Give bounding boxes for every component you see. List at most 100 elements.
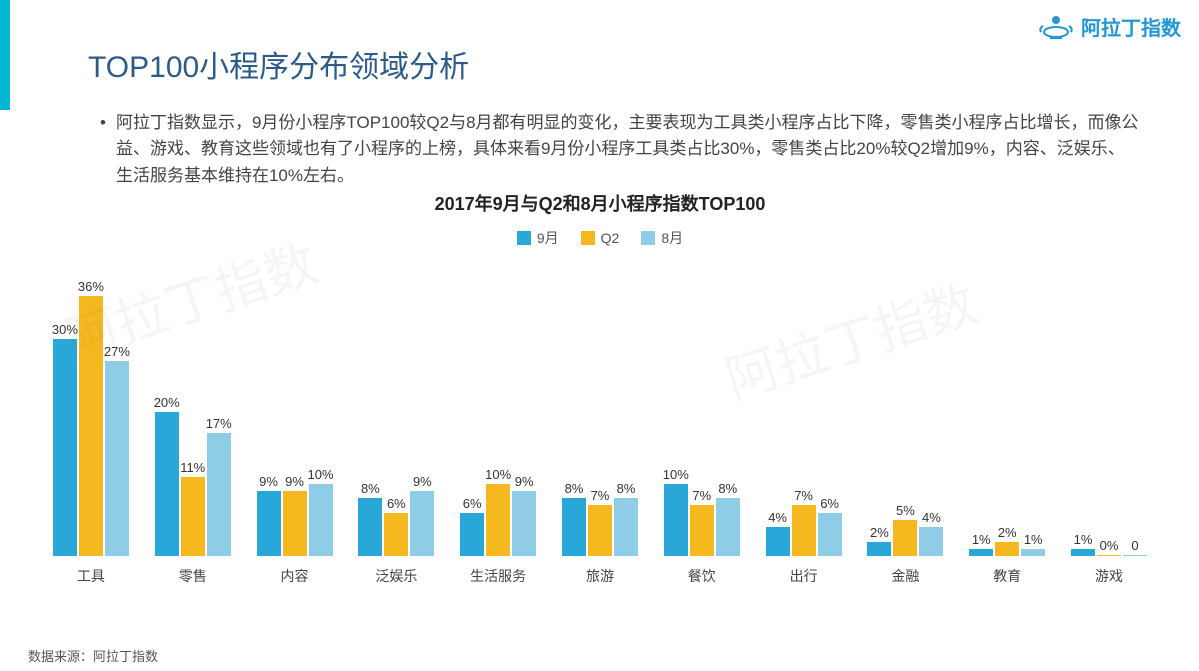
chart-bar: 17% <box>207 433 231 556</box>
legend-swatch <box>517 231 531 245</box>
chart-bars: 6%10%9% <box>460 266 536 556</box>
bar-value-label: 4% <box>922 510 941 525</box>
legend-label: Q2 <box>601 230 620 246</box>
bar-value-label: 9% <box>285 474 304 489</box>
chart-plot: 30%36%27%工具20%11%17%零售9%9%10%内容8%6%9%泛娱乐… <box>30 266 1170 586</box>
chart-bar: 10% <box>486 484 510 556</box>
bar-value-label: 4% <box>768 510 787 525</box>
bar-value-label: 6% <box>463 496 482 511</box>
chart-bars: 4%7%6% <box>766 266 842 556</box>
chart-bar: 1% <box>969 549 993 556</box>
data-source: 数据来源：阿拉丁指数 <box>28 646 158 665</box>
chart-bars: 9%9%10% <box>257 266 333 556</box>
bar-value-label: 30% <box>52 322 78 337</box>
bar-value-label: 7% <box>591 488 610 503</box>
chart-bars: 8%7%8% <box>562 266 638 556</box>
chart-bar: 5% <box>893 520 917 556</box>
chart-group: 1%0%0游戏 <box>1058 266 1160 586</box>
chart-bar: 8% <box>614 498 638 556</box>
chart-group: 30%36%27%工具 <box>40 266 142 586</box>
chart-bar: 0 <box>1123 555 1147 556</box>
chart-bar: 11% <box>181 477 205 556</box>
chart-bar: 7% <box>690 505 714 556</box>
category-label: 教育 <box>993 566 1021 586</box>
chart-bar: 6% <box>384 513 408 556</box>
chart-bar: 9% <box>283 491 307 556</box>
legend-item: 9月 <box>517 228 559 248</box>
chart-bar: 6% <box>460 513 484 556</box>
bar-value-label: 20% <box>154 395 180 410</box>
bar-value-label: 27% <box>104 344 130 359</box>
category-label: 游戏 <box>1095 566 1123 586</box>
chart-bars: 8%6%9% <box>358 266 434 556</box>
chart-bar: 7% <box>792 505 816 556</box>
legend-item: Q2 <box>581 228 620 248</box>
category-label: 生活服务 <box>470 566 526 586</box>
chart-bar: 8% <box>562 498 586 556</box>
brand-text: 阿拉丁指数 <box>1081 12 1181 41</box>
bar-value-label: 9% <box>259 474 278 489</box>
bar-value-label: 7% <box>794 488 813 503</box>
bar-value-label: 10% <box>485 467 511 482</box>
chart-bar: 9% <box>257 491 281 556</box>
bar-value-label: 0 <box>1131 538 1138 553</box>
bar-value-label: 8% <box>718 481 737 496</box>
chart-bar: 1% <box>1071 549 1095 556</box>
chart-group: 20% 11%17%零售 <box>142 266 244 586</box>
chart-legend: 9月 Q2 8月 <box>30 228 1170 248</box>
legend-item: 8月 <box>641 228 683 248</box>
chart-bar: 36% <box>79 296 103 556</box>
category-label: 餐饮 <box>688 566 716 586</box>
chart-bar: 4% <box>766 527 790 556</box>
bar-value-label: 8% <box>565 481 584 496</box>
chart: 2017年9月与Q2和8月小程序指数TOP100 9月Q28月 30%36%27… <box>30 190 1170 620</box>
chart-bar: 4% <box>919 527 943 556</box>
legend-label: 9月 <box>537 228 559 248</box>
chart-bars: 2%5%4% <box>867 266 943 556</box>
legend-label: 8月 <box>661 228 683 248</box>
chart-bar: 1% <box>1021 549 1045 556</box>
bar-value-label: 36% <box>78 279 104 294</box>
chart-bar: 27% <box>105 361 129 556</box>
bar-value-label: 0% <box>1100 538 1119 553</box>
aladdin-icon <box>1037 14 1075 40</box>
chart-bar: 7% <box>588 505 612 556</box>
category-label: 泛娱乐 <box>375 566 417 586</box>
chart-bar: 0% <box>1097 555 1121 556</box>
category-label: 内容 <box>281 566 309 586</box>
bar-value-label: 5% <box>896 503 915 518</box>
summary-bullet: • 阿拉丁指数显示，9月份小程序TOP100较Q2与8月都有明显的变化，主要表现… <box>100 110 1140 189</box>
chart-bar: 9% <box>410 491 434 556</box>
category-label: 工具 <box>77 566 105 586</box>
chart-group: 9%9%10%内容 <box>244 266 346 586</box>
legend-swatch <box>641 231 655 245</box>
category-label: 旅游 <box>586 566 614 586</box>
chart-bars: 1%0%0 <box>1071 266 1147 556</box>
chart-group: 2%5%4%金融 <box>855 266 957 586</box>
brand-logo: 阿拉丁指数 <box>1037 12 1181 41</box>
chart-title: 2017年9月与Q2和8月小程序指数TOP100 <box>30 190 1170 216</box>
bar-value-label: 6% <box>820 496 839 511</box>
category-label: 金融 <box>891 566 919 586</box>
chart-bar: 2% <box>995 542 1019 556</box>
chart-bar: 30% <box>53 339 77 556</box>
chart-bars: 1%2%1% <box>969 266 1045 556</box>
category-label: 零售 <box>179 566 207 586</box>
chart-group: 1%2%1%教育 <box>956 266 1058 586</box>
chart-bar: 2% <box>867 542 891 556</box>
chart-group: 4%7%6%出行 <box>753 266 855 586</box>
bar-value-label: 1% <box>972 532 991 547</box>
chart-bar: 8% <box>358 498 382 556</box>
bar-value-label: 9% <box>413 474 432 489</box>
bar-value-label: 10% <box>663 467 689 482</box>
legend-swatch <box>581 231 595 245</box>
bar-value-label: 1% <box>1074 532 1093 547</box>
chart-bar: 6% <box>818 513 842 556</box>
summary-text: 阿拉丁指数显示，9月份小程序TOP100较Q2与8月都有明显的变化，主要表现为工… <box>116 110 1140 189</box>
chart-group: 8%6%9%泛娱乐 <box>345 266 447 586</box>
chart-bars: 30%36%27% <box>53 266 129 556</box>
bar-value-label: 8% <box>361 481 380 496</box>
chart-bar: 9% <box>512 491 536 556</box>
bar-value-label: 10% <box>308 467 334 482</box>
bar-value-label: 8% <box>617 481 636 496</box>
